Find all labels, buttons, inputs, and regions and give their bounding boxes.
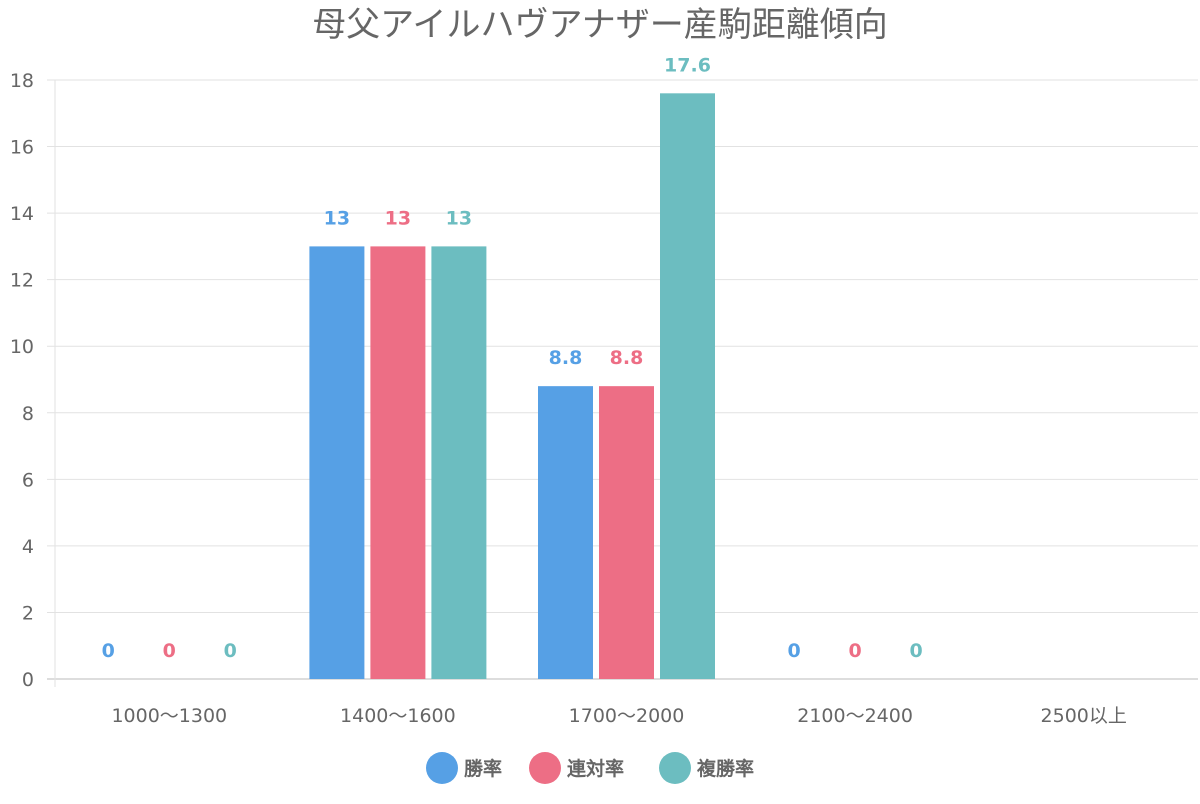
legend-label: 勝率	[464, 757, 502, 780]
data-label: 13	[385, 207, 411, 229]
bar	[370, 246, 426, 679]
data-label: 0	[224, 640, 237, 662]
data-label: 0	[102, 640, 115, 662]
y-tick-label: 14	[10, 203, 34, 225]
y-tick-label: 4	[22, 536, 34, 558]
legend-label: 連対率	[567, 757, 624, 780]
bars	[309, 93, 715, 680]
bar	[599, 386, 654, 679]
legend-item: 複勝率	[659, 752, 754, 784]
legend-swatch	[529, 752, 561, 784]
legend-swatch	[426, 752, 458, 784]
y-tick-label: 2	[22, 602, 34, 624]
y-tick-label: 0	[22, 669, 34, 691]
x-tick-label: 1000〜1300	[111, 705, 227, 727]
chart-title: 母父アイルハヴアナザー産駒距離傾向	[312, 5, 888, 45]
bar	[660, 93, 715, 680]
data-label: 13	[324, 207, 350, 229]
data-label: 13	[446, 207, 472, 229]
y-tick-label: 10	[10, 336, 34, 358]
legend-swatch	[659, 752, 691, 784]
legend-label: 複勝率	[696, 757, 754, 780]
bar	[538, 386, 593, 679]
y-tick-label: 18	[10, 70, 34, 92]
data-label: 8.8	[610, 347, 644, 369]
legend-item: 勝率	[426, 752, 502, 784]
y-tick-label: 16	[10, 137, 34, 159]
x-tick-label: 2100〜2400	[797, 705, 913, 727]
y-axis: 0 2 4 6 8 10 12 14 16 18	[10, 70, 34, 691]
x-axis: 1000〜1300 1400〜1600 1700〜2000 2100〜2400 2500…	[111, 705, 1126, 727]
bar	[309, 246, 365, 679]
y-tick-label: 6	[22, 469, 34, 491]
data-labels: 0 0 0 13 13 13 8.8 8.8 17.6 0 0 0	[102, 54, 923, 662]
x-tick-label: 1400〜1600	[340, 705, 456, 727]
legend-item: 連対率	[529, 752, 624, 784]
data-label: 0	[909, 640, 922, 662]
data-label: 0	[163, 640, 176, 662]
data-label: 0	[787, 640, 800, 662]
data-label: 0	[848, 640, 861, 662]
y-tick-label: 12	[10, 270, 34, 292]
bar	[431, 246, 487, 679]
data-label: 8.8	[549, 347, 583, 369]
x-tick-label: 1700〜2000	[569, 705, 685, 727]
y-tick-label: 8	[22, 403, 34, 425]
data-label: 17.6	[664, 54, 711, 76]
x-tick-label: 2500以上	[1041, 705, 1127, 727]
legend: 勝率 連対率 複勝率	[426, 752, 754, 784]
